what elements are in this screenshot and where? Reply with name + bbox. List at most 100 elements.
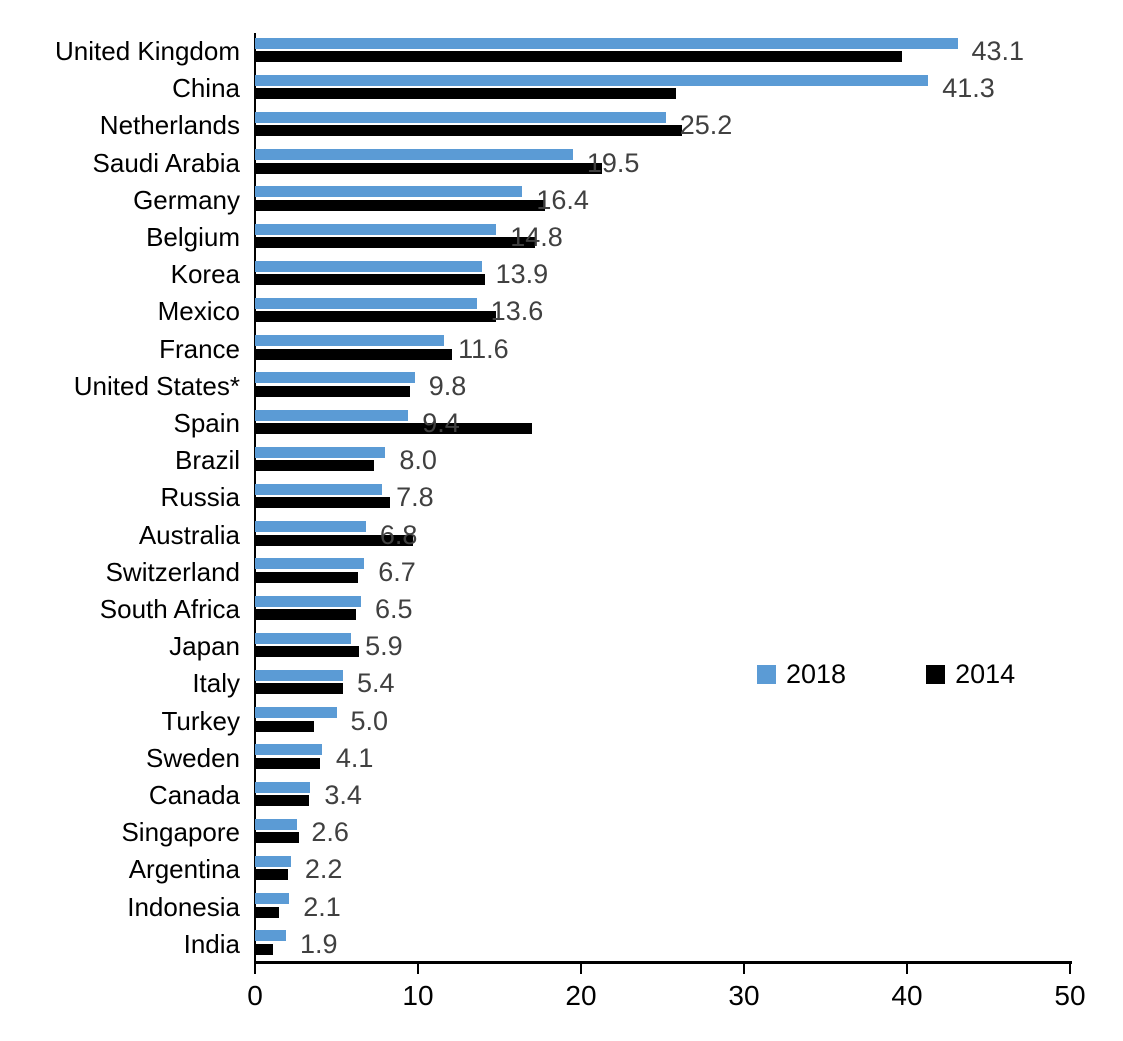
x-axis-tick	[254, 963, 256, 974]
x-axis-tick	[743, 963, 745, 974]
category-label: Switzerland	[105, 556, 240, 587]
bar-2018	[255, 632, 352, 644]
bar-2018	[255, 781, 311, 793]
value-label: 6.5	[374, 594, 413, 624]
bar-2014	[255, 51, 903, 62]
category-label: Australia	[138, 519, 240, 550]
category-label: Italy	[192, 668, 240, 699]
category-label: Canada	[148, 780, 240, 810]
category-label: Japan	[169, 631, 240, 662]
bar-2018	[255, 818, 298, 830]
value-label: 19.5	[586, 147, 640, 178]
bar-2014	[255, 199, 546, 211]
bar-2014	[255, 943, 273, 955]
value-label: 7.8	[396, 482, 434, 513]
bar-2014	[255, 348, 453, 360]
legend-label-2018: 2018	[786, 659, 847, 689]
value-label: 2.6	[311, 817, 349, 848]
bar-2018	[255, 744, 322, 756]
value-label: 14.8	[510, 222, 563, 252]
x-axis-tick	[1069, 963, 1071, 974]
bar-2014	[255, 832, 299, 844]
category-label: Spain	[173, 408, 241, 438]
value-label: 4.1	[335, 742, 374, 773]
x-axis-tick	[906, 963, 908, 974]
value-label: 6.7	[378, 556, 416, 587]
category-label: Indonesia	[127, 891, 240, 922]
x-axis-tick	[417, 963, 419, 974]
bar-2018	[255, 483, 383, 495]
bar-2018	[255, 855, 291, 867]
bar-2018	[255, 446, 386, 458]
value-label: 8.0	[399, 445, 437, 476]
bar-2014	[255, 795, 309, 806]
category-label: Netherlands	[99, 110, 240, 141]
bar-2014	[255, 311, 497, 323]
bar-2018	[255, 521, 366, 533]
bar-2018	[255, 893, 290, 905]
bar-2014	[255, 869, 288, 881]
category-label: United States*	[73, 370, 240, 401]
bar-2018	[255, 409, 409, 421]
value-label: 16.4	[536, 184, 589, 215]
legend-swatch-2014	[926, 664, 946, 684]
category-label: South Africa	[99, 594, 240, 624]
value-label: 25.2	[679, 110, 733, 141]
bar-2018	[255, 223, 497, 235]
category-label: Mexico	[157, 296, 240, 327]
bar-2014	[255, 646, 360, 658]
bar-2014	[255, 906, 280, 918]
bar-2014	[255, 125, 683, 137]
category-label: India	[183, 928, 240, 959]
bar-2014	[255, 609, 357, 620]
bar-2014	[255, 571, 358, 583]
bar-2018	[255, 111, 666, 123]
bar-2018	[255, 186, 523, 198]
value-label: 6.8	[379, 519, 418, 550]
value-label: 5.9	[365, 631, 403, 662]
bar-2018	[255, 595, 361, 607]
bar-2018	[255, 930, 286, 942]
value-label: 1.9	[299, 928, 338, 959]
category-label: Sweden	[146, 742, 240, 773]
legend-label-2014: 2014	[955, 659, 1016, 689]
value-label: 5.0	[350, 705, 389, 736]
bar-2018	[255, 335, 445, 347]
bar-2018	[255, 37, 958, 49]
bar-2018	[255, 669, 344, 681]
x-axis-tick-label: 10	[402, 980, 434, 1011]
category-label: Saudi Arabia	[92, 147, 240, 178]
bar-2014	[255, 497, 391, 509]
x-axis-tick-label: 40	[891, 980, 923, 1011]
value-label: 5.4	[357, 668, 395, 699]
bar-2014	[255, 460, 374, 472]
value-label: 11.6	[458, 333, 509, 364]
value-label: 43.1	[971, 36, 1025, 66]
bar-2018	[255, 558, 365, 570]
value-label: 2.1	[303, 891, 341, 922]
bar-2014	[255, 237, 536, 248]
bar-2014	[255, 757, 321, 769]
category-label: United Kingdom	[55, 36, 240, 66]
value-label: 9.4	[422, 408, 460, 438]
x-axis-tick-label: 20	[565, 980, 597, 1011]
value-label: 2.2	[304, 854, 343, 885]
value-label: 41.3	[942, 73, 995, 104]
bar-2018	[255, 372, 415, 384]
value-label: 13.9	[495, 259, 549, 290]
bar-2018	[255, 149, 573, 161]
bar-2014	[255, 720, 314, 732]
bar-2014	[255, 162, 603, 174]
value-label: 13.6	[490, 296, 544, 327]
legend-swatch-2018	[757, 664, 776, 684]
category-label: Singapore	[121, 817, 240, 848]
bar-2014	[255, 385, 410, 397]
bar-2018	[255, 297, 477, 309]
x-axis-tick-label: 50	[1054, 980, 1086, 1011]
bar-2014	[255, 683, 344, 695]
legend: 2018 2014	[757, 659, 1016, 689]
x-axis-tick-label: 0	[247, 980, 263, 1011]
x-axis-tick-label: 30	[728, 980, 760, 1011]
category-label: France	[159, 333, 240, 364]
